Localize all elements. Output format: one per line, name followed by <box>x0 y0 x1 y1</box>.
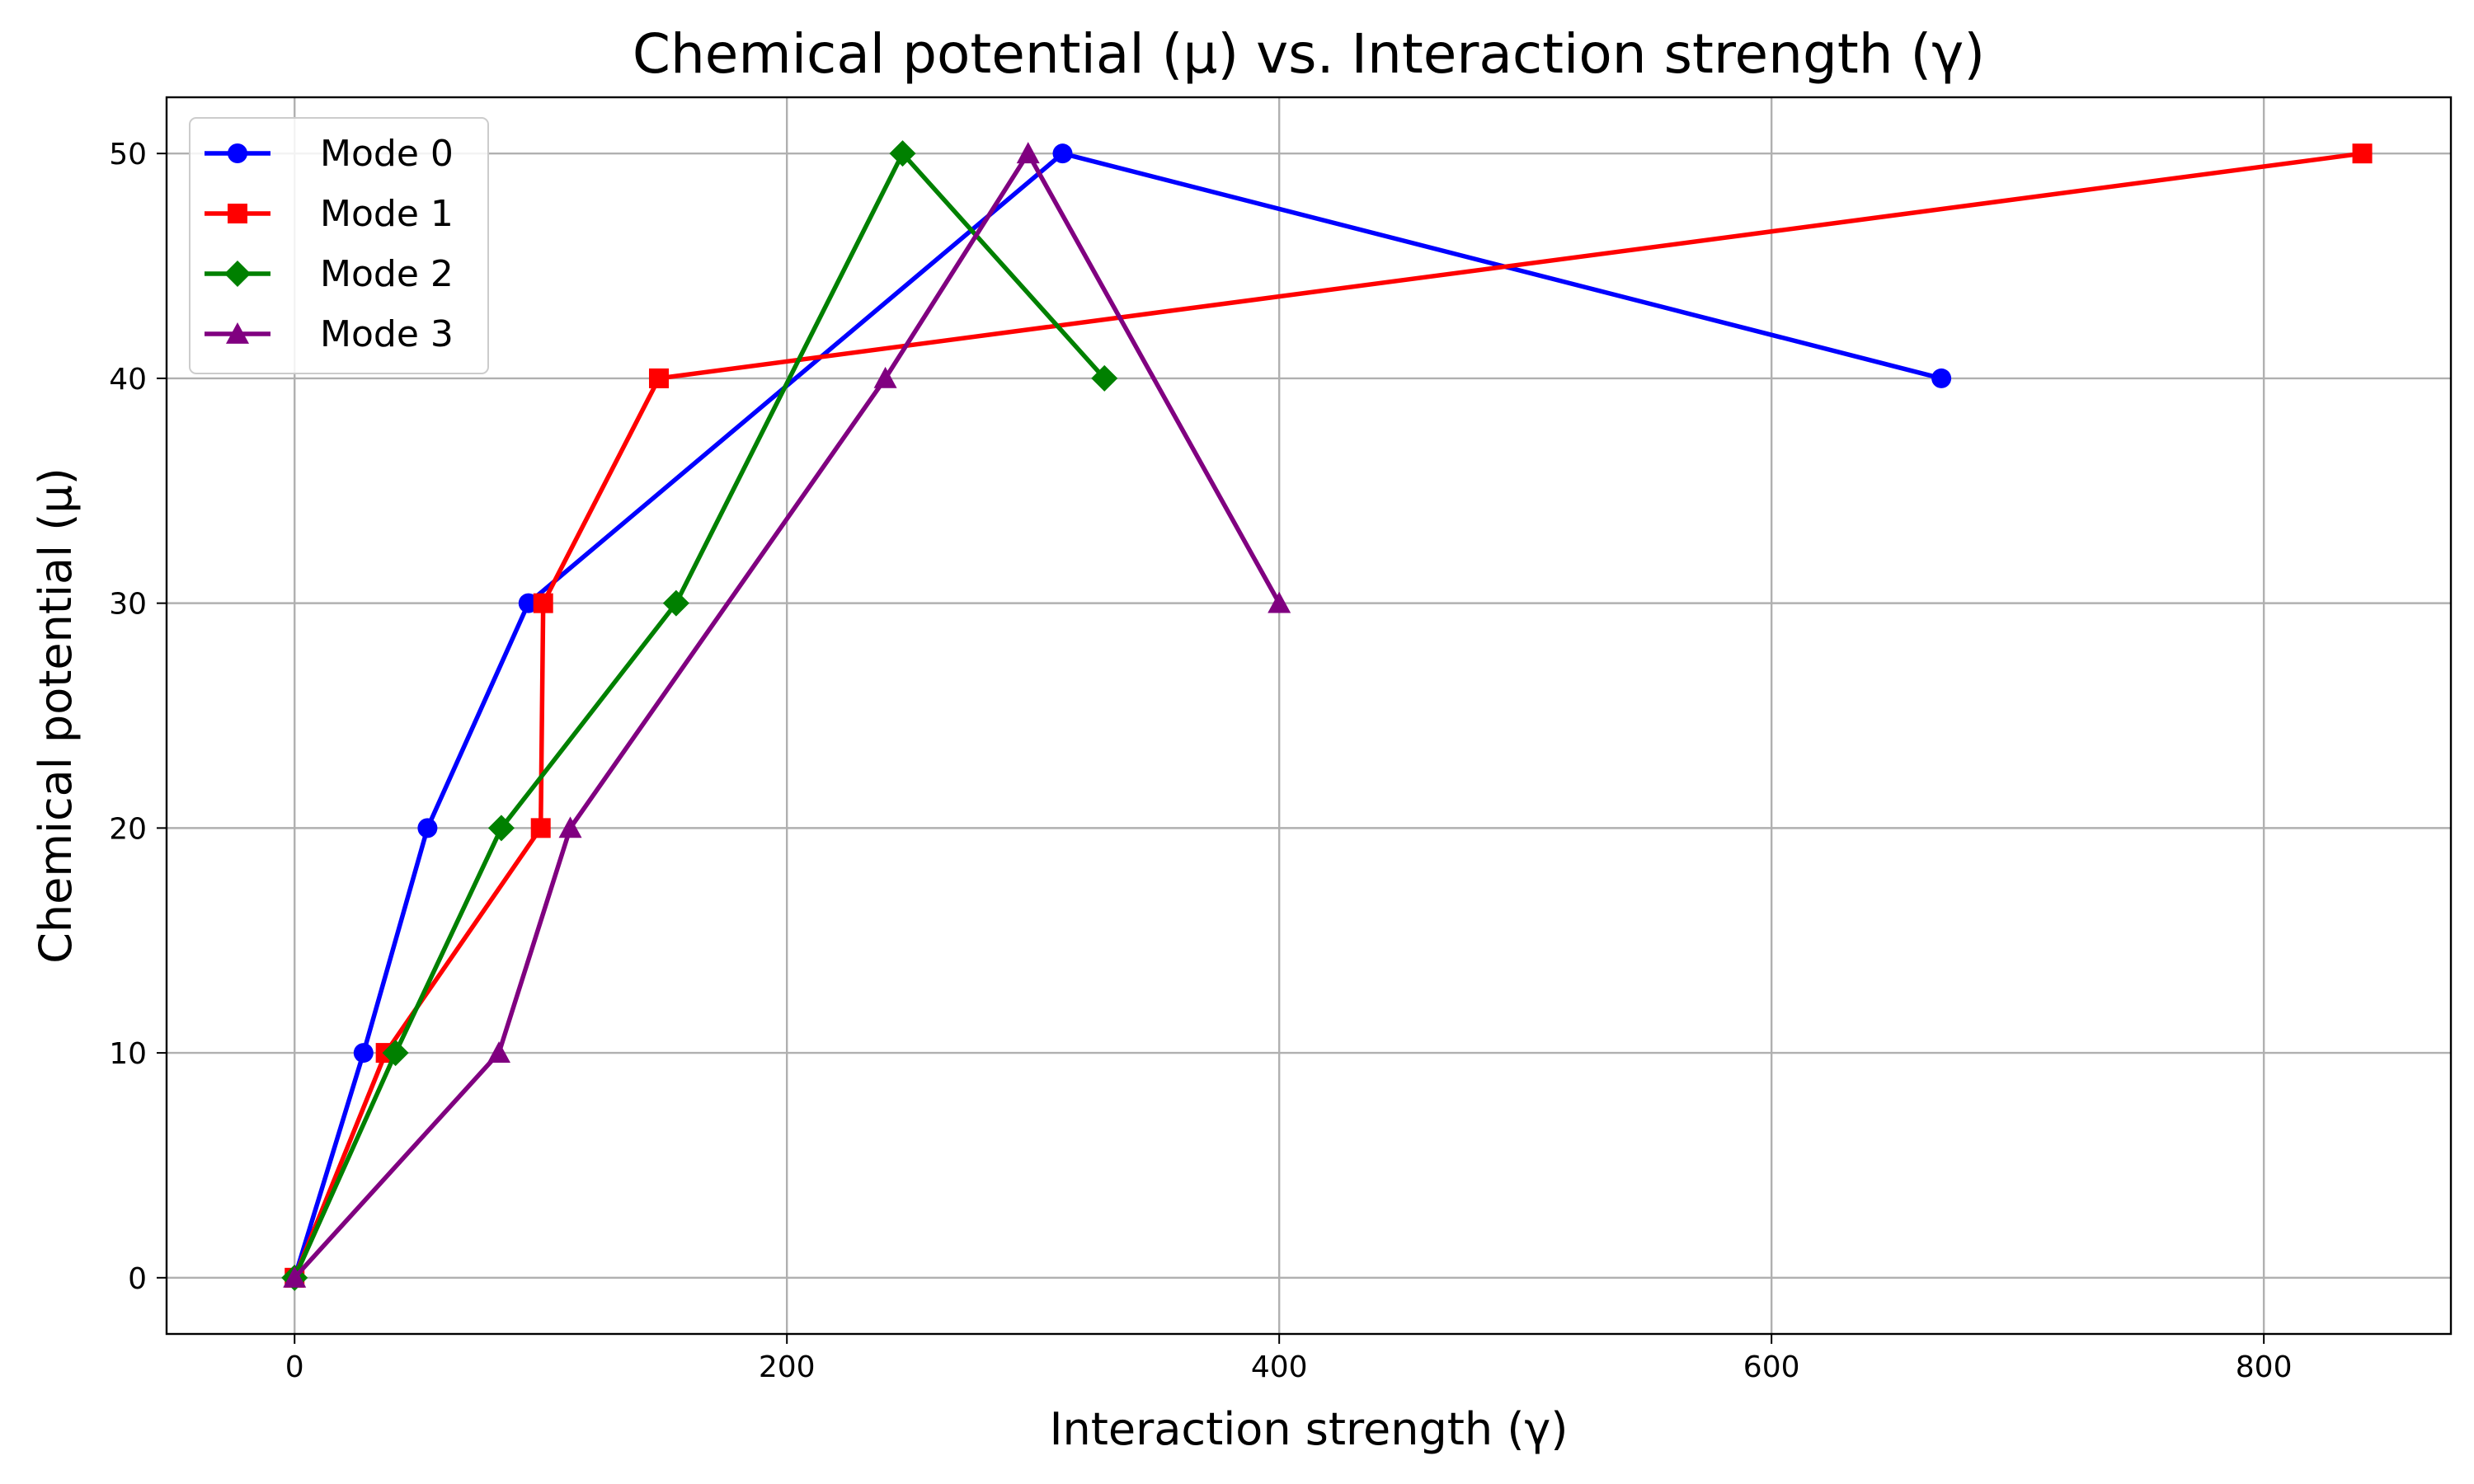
data-point <box>283 1266 307 1288</box>
legend-label: Mode 0 <box>320 133 454 175</box>
series-line-1 <box>292 151 2363 1279</box>
legend-box <box>189 117 489 374</box>
data-point <box>487 815 515 842</box>
x-tick-label: 400 <box>1251 1350 1308 1384</box>
data-point <box>417 818 438 838</box>
data-point <box>382 1040 409 1067</box>
y-tick-label: 20 <box>109 812 147 846</box>
x-tick-label: 600 <box>1743 1350 1800 1384</box>
x-axis-label: Interaction strength (γ) <box>1050 1403 1569 1455</box>
data-point <box>487 1041 510 1063</box>
legend-marker <box>228 143 247 163</box>
legend-label: Mode 1 <box>320 193 454 235</box>
data-point <box>1052 143 1073 164</box>
y-tick-label: 0 <box>128 1262 147 1296</box>
data-point <box>1091 364 1118 392</box>
data-point <box>530 818 551 838</box>
y-tick-label: 30 <box>109 588 147 622</box>
legend-item-3: Mode 3 <box>205 313 454 355</box>
legend-marker <box>226 322 249 344</box>
legend-item-0: Mode 0 <box>205 133 454 175</box>
legend: Mode 0 Mode 1 Mode 2 Mode 3 <box>189 117 489 374</box>
legend-item-2: Mode 2 <box>205 253 454 295</box>
series-line-3 <box>293 151 1282 1280</box>
data-point <box>533 593 553 613</box>
series-3 <box>283 142 1291 1288</box>
x-tick-label: 0 <box>285 1350 304 1384</box>
data-point <box>1016 142 1040 164</box>
series-line-0 <box>292 151 1942 1279</box>
legend-marker <box>228 204 247 223</box>
data-point <box>662 589 689 617</box>
axes-layer: 0 200 400 600 800 0 10 20 30 40 50 <box>109 138 2292 1384</box>
legend-label: Mode 3 <box>320 313 454 355</box>
x-tick-label: 800 <box>2236 1350 2293 1384</box>
plot-frame <box>165 96 2453 1336</box>
data-point <box>648 368 669 388</box>
data-point <box>353 1043 374 1064</box>
series-line-2 <box>292 151 1107 1279</box>
y-tick-label: 40 <box>109 363 147 397</box>
data-point <box>558 816 582 838</box>
data-point <box>873 366 897 388</box>
data-point <box>889 140 916 167</box>
series-0 <box>285 143 1952 1288</box>
x-tick-label: 200 <box>759 1350 816 1384</box>
y-tick-label: 10 <box>109 1037 147 1071</box>
data-point <box>1931 368 1952 388</box>
data-point <box>2352 143 2373 164</box>
y-axis-label: Chemical potential (μ) <box>30 467 82 964</box>
chart-title: Chemical potential (μ) vs. Interaction s… <box>633 22 1985 86</box>
legend-marker <box>224 261 251 287</box>
data-point <box>1268 591 1291 613</box>
legend-item-1: Mode 1 <box>205 193 454 235</box>
legend-label: Mode 2 <box>320 253 454 295</box>
y-tick-label: 50 <box>109 138 147 171</box>
series-layer <box>281 140 2373 1291</box>
